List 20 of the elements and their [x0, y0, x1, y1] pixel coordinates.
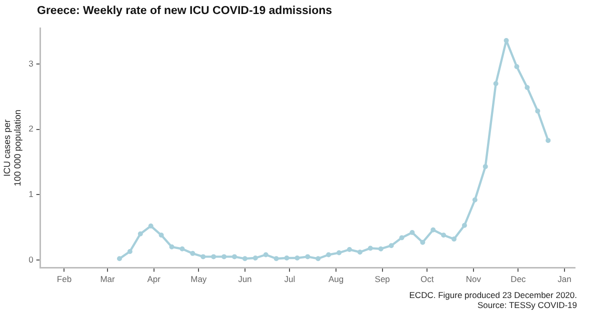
x-tick-label: Apr	[147, 274, 161, 284]
x-tick-label: Dec	[510, 274, 527, 284]
x-tick-label: Jun	[238, 274, 252, 284]
x-tick-label: Oct	[420, 274, 434, 284]
x-tick-label: May	[190, 274, 208, 284]
y-tick-label: 2	[28, 124, 34, 134]
y-tick-label: 1	[28, 188, 34, 199]
y-axis-title: ICU cases per 100 000 population	[2, 110, 23, 186]
x-tick-label: Jan	[558, 274, 572, 284]
source-note: Source: TESSy COVID-19	[476, 300, 577, 310]
x-tick-label: Nov	[466, 274, 482, 284]
x-tick-label: Jul	[284, 274, 296, 284]
y-tick-label: 3	[28, 58, 34, 68]
x-tick-label: Aug	[328, 274, 344, 284]
chart-title: Greece: Weekly rate of new ICU COVID-19 admissions	[37, 5, 332, 17]
x-tick-label: Mar	[100, 274, 116, 284]
x-tick-label: Feb	[56, 274, 72, 284]
text: ECDC. Figure produced 23 December 2020.	[409, 290, 577, 300]
x-tick-label: Sep	[374, 274, 390, 284]
y-tick-label: 0	[28, 254, 34, 264]
